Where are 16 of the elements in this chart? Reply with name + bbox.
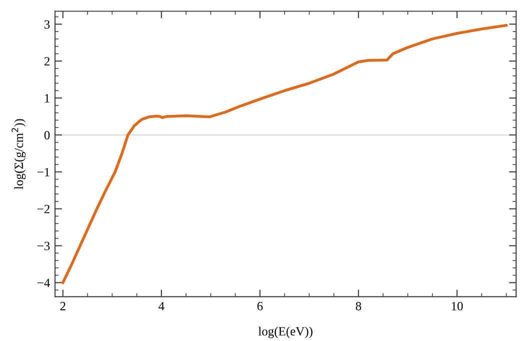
x-tick-label: 6 <box>257 302 263 310</box>
line-series <box>62 24 508 284</box>
x-tick-label: 2 <box>60 302 66 310</box>
y-tick-label: 1 <box>45 94 50 102</box>
y-tick-label: −1 <box>37 168 50 176</box>
y-tick-label: −2 <box>37 204 50 214</box>
x-axis-title: log(E(eV)) <box>258 326 312 338</box>
y-tick-label: −4 <box>37 278 50 287</box>
y-axis-title: log(Σ(g/cm$^{2}$)) <box>12 119 26 190</box>
y-tick-label: 3 <box>44 20 50 29</box>
x-tick-label: 8 <box>356 302 362 310</box>
x-tick-label: 4 <box>158 302 164 310</box>
y-tick-label: 2 <box>44 57 50 66</box>
y-tick-label: −3 <box>37 242 50 250</box>
y-tick-label: 0 <box>44 130 50 140</box>
x-tick-label: 10 <box>452 302 463 310</box>
